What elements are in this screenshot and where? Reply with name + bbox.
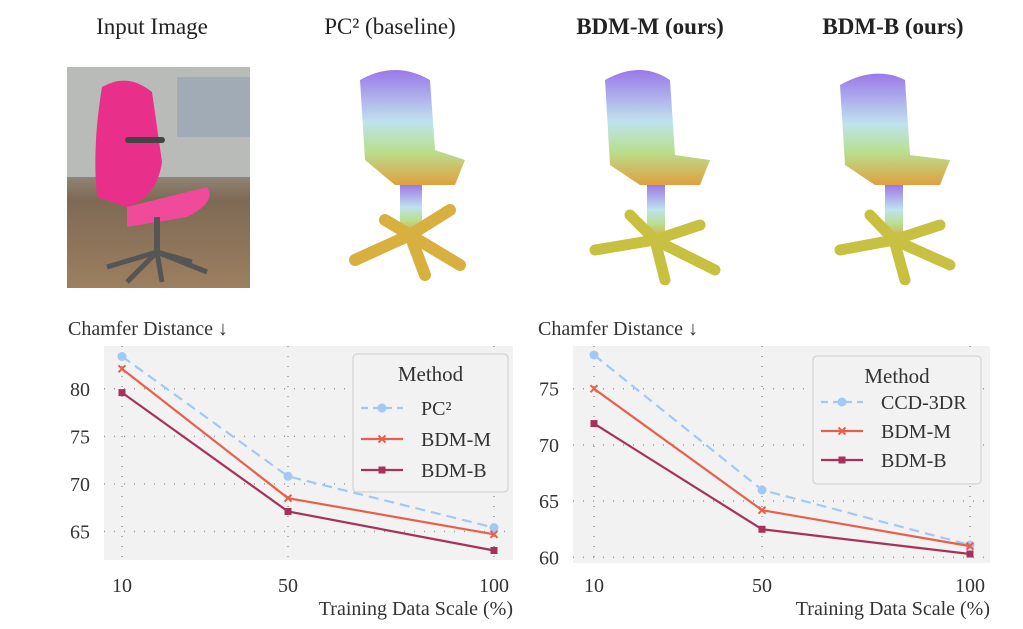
data-point xyxy=(758,525,766,533)
y-tick-label: 60 xyxy=(539,547,559,569)
data-point xyxy=(490,546,498,554)
header-input-image: Input Image xyxy=(96,14,208,39)
legend-marker xyxy=(377,434,387,444)
legend-label: PC² xyxy=(421,398,451,420)
bdm-m-render xyxy=(589,70,721,285)
data-point xyxy=(283,493,293,503)
y-tick-label: 75 xyxy=(70,426,90,448)
input-chair-photo xyxy=(67,67,250,288)
x-tick-label: 50 xyxy=(278,575,298,597)
legend-box xyxy=(352,353,509,493)
bdm-b-render xyxy=(834,73,956,285)
legend-title: Method xyxy=(398,362,464,386)
x-axis-label: Training Data Scale (%) xyxy=(796,598,990,620)
legend-label: CCD-3DR xyxy=(881,392,967,414)
data-point xyxy=(966,550,974,558)
chart-ccd3dr-comparison: Chamfer Distance ↓ Training Data Scale (%… xyxy=(538,318,990,620)
legend-label: BDM-B xyxy=(881,450,947,472)
legend-label: BDM-M xyxy=(881,421,951,443)
legend-marker xyxy=(838,456,846,464)
data-point xyxy=(757,485,767,495)
x-tick-label: 10 xyxy=(584,575,604,597)
data-point xyxy=(489,523,499,533)
x-tick-label: 50 xyxy=(752,575,772,597)
data-point xyxy=(589,350,599,360)
data-point xyxy=(489,530,499,539)
y-tick-label: 75 xyxy=(539,379,559,401)
header-bdm-m: BDM-M (ours) xyxy=(576,14,724,39)
chart-pc2-comparison: Chamfer Distance ↓ Training Data Scale (%… xyxy=(68,318,513,620)
legend-marker xyxy=(837,426,847,436)
y-axis-label: Chamfer Distance ↓ xyxy=(68,318,228,340)
data-point xyxy=(117,351,127,361)
y-tick-label: 70 xyxy=(539,435,559,457)
y-tick-label: 65 xyxy=(539,491,559,513)
legend-marker xyxy=(837,397,847,407)
y-axis-label: Chamfer Distance ↓ xyxy=(538,318,698,340)
data-point xyxy=(589,384,599,393)
x-tick-label: 100 xyxy=(955,575,985,597)
data-point xyxy=(757,505,767,515)
data-point xyxy=(283,471,293,481)
x-tick-label: 10 xyxy=(112,575,132,597)
header-bdm-b: BDM-B (ours) xyxy=(822,14,964,39)
series-line-pc- xyxy=(121,355,495,529)
data-point xyxy=(284,507,292,515)
legend-label: BDM-B xyxy=(421,460,487,482)
y-tick-label: 65 xyxy=(70,521,90,543)
data-point xyxy=(590,420,598,428)
y-tick-label: 70 xyxy=(70,474,90,496)
legend-title: Method xyxy=(864,364,930,388)
data-point xyxy=(118,389,126,397)
y-tick-label: 80 xyxy=(70,379,90,401)
legend-marker xyxy=(377,403,387,413)
legend-box xyxy=(812,355,982,485)
header-pc2: PC² (baseline) xyxy=(324,14,456,39)
x-axis-label: Training Data Scale (%) xyxy=(319,598,513,620)
data-point xyxy=(965,541,975,551)
x-tick-label: 100 xyxy=(479,575,509,597)
legend-label: BDM-M xyxy=(421,429,491,451)
pc2-render xyxy=(349,70,466,281)
data-point xyxy=(117,364,127,374)
legend-marker xyxy=(378,466,386,474)
